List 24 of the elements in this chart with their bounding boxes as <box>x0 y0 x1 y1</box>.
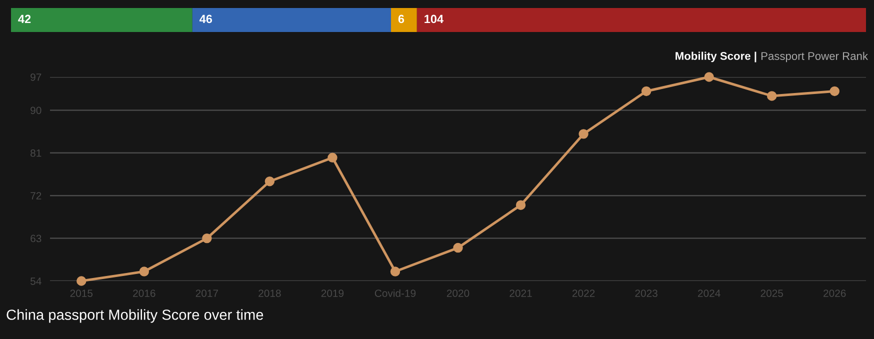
point <box>516 200 526 210</box>
point <box>766 91 777 101</box>
data-label: 104 <box>424 14 444 24</box>
point <box>139 266 150 276</box>
point <box>578 129 588 139</box>
text: Mobility Score | <box>676 52 756 62</box>
point <box>830 86 840 96</box>
bar <box>192 8 391 32</box>
point <box>76 276 86 286</box>
text: China passport Mobility Score over time <box>6 309 264 323</box>
point <box>328 152 338 163</box>
bar <box>11 8 192 32</box>
text: Passport Power Rank <box>761 52 868 62</box>
data-label: 6 <box>398 14 404 24</box>
bar <box>391 8 417 32</box>
point <box>453 242 463 253</box>
point <box>202 233 212 244</box>
point <box>264 176 275 186</box>
point <box>641 86 652 96</box>
point <box>390 266 400 276</box>
data-label: 42 <box>18 14 31 24</box>
bar <box>416 8 866 32</box>
point <box>704 72 714 82</box>
data-label: 46 <box>199 14 212 24</box>
